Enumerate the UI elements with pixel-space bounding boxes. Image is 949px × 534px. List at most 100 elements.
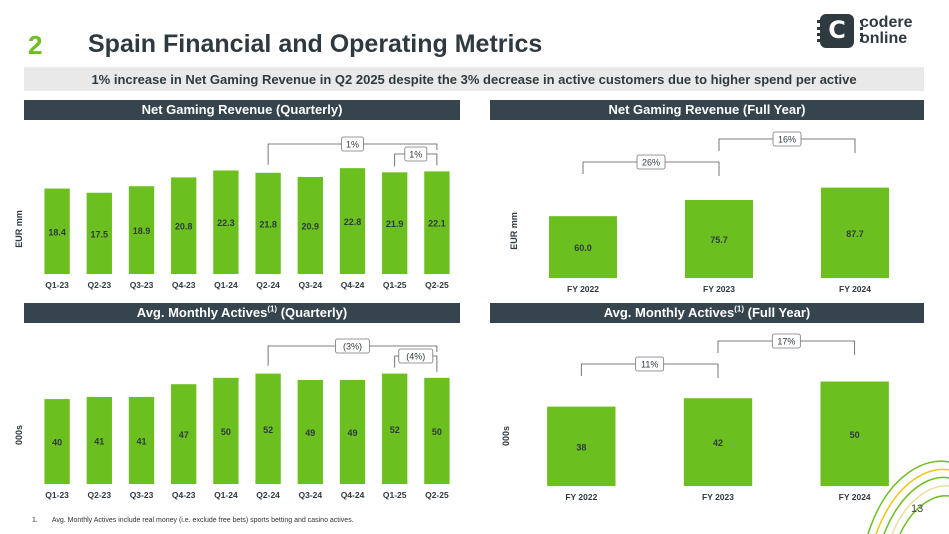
bar xyxy=(128,396,155,484)
data-label: 38 xyxy=(576,442,586,452)
chart-actives-full-year: 000s 38 FY 2022 42 FY 2023 50 FY 2024 11% 17% xyxy=(495,326,925,506)
x-tick-label: FY 2022 xyxy=(567,284,599,294)
logo-line-1: codere xyxy=(860,14,913,31)
growth-label: 1% xyxy=(346,140,359,150)
bar xyxy=(424,171,450,274)
growth-label-box xyxy=(771,333,801,349)
data-label: 52 xyxy=(263,425,273,435)
data-label: 18.4 xyxy=(48,227,66,237)
logo-letter: C xyxy=(828,16,846,44)
growth-label-box xyxy=(341,136,364,152)
x-tick-label: Q3-24 xyxy=(298,490,322,500)
bar xyxy=(44,188,70,274)
data-label: 20.8 xyxy=(175,222,193,232)
panel-title-footnote-ref: (1) xyxy=(734,304,745,314)
data-label: 22.3 xyxy=(217,218,235,228)
growth-label: 26% xyxy=(642,158,660,168)
panel-header-ngr-full-year: Net Gaming Revenue (Full Year) xyxy=(490,100,924,120)
x-tick-label: Q3-23 xyxy=(130,490,154,500)
data-label: 87.7 xyxy=(846,229,864,239)
bar xyxy=(86,396,112,484)
growth-label-box xyxy=(335,338,370,354)
bar xyxy=(297,176,323,274)
data-label: 20.9 xyxy=(302,221,320,231)
subtitle-text: 1% increase in Net Gaming Revenue in Q2 … xyxy=(91,72,857,87)
logo-wordmark: codere online xyxy=(860,15,912,47)
bar xyxy=(297,379,323,484)
x-tick-label: Q1-24 xyxy=(214,490,238,500)
panel-header-actives-full-year: Avg. Monthly Actives(1) (Full Year) xyxy=(490,303,924,323)
panel-title-footnote-ref: (1) xyxy=(267,304,278,314)
panel-title-main: Avg. Monthly Actives xyxy=(603,305,735,320)
x-tick-label: FY 2024 xyxy=(839,284,871,294)
data-label: 21.8 xyxy=(259,219,277,229)
data-label: 60.0 xyxy=(574,243,592,253)
x-tick-label: Q1-23 xyxy=(45,490,69,500)
section-number: 2 xyxy=(28,30,43,60)
bar xyxy=(382,373,408,484)
bar xyxy=(255,373,281,484)
bar xyxy=(821,187,889,278)
growth-label-box xyxy=(772,131,802,147)
data-label: 40 xyxy=(52,438,62,448)
data-label: 50 xyxy=(221,427,231,437)
panel-title-suffix: (Full Year) xyxy=(747,305,811,320)
panel-title-suffix: (Quarterly) xyxy=(280,305,348,320)
panel-header-actives-quarterly: Avg. Monthly Actives(1) (Quarterly) xyxy=(24,303,460,323)
data-label: 22.8 xyxy=(344,217,362,227)
bar xyxy=(382,172,408,274)
data-label: 49 xyxy=(305,428,315,438)
subtitle-bar: 1% increase in Net Gaming Revenue in Q2 … xyxy=(24,67,924,91)
panel-title: Net Gaming Revenue (Quarterly) xyxy=(141,102,343,117)
bar xyxy=(44,399,70,484)
bar xyxy=(171,177,197,274)
data-label: 42 xyxy=(713,438,723,448)
data-label: 41 xyxy=(136,436,146,446)
chart-ngr-full-year-svg: EUR mm 60.0 FY 2022 75.7 FY 2023 87.7 FY 2024 2… xyxy=(509,131,889,294)
bar xyxy=(547,406,616,486)
x-tick-label: Q3-24 xyxy=(298,280,322,290)
footnote-number: 1. xyxy=(32,517,38,524)
x-tick-label: Q2-24 xyxy=(256,280,280,290)
x-tick-label: Q1-24 xyxy=(214,280,238,290)
growth-label-box xyxy=(635,356,665,372)
bar xyxy=(171,384,197,484)
logo-chip-icon: C xyxy=(817,14,863,48)
x-tick-label: FY 2024 xyxy=(839,492,871,502)
data-label: 18.9 xyxy=(133,226,151,236)
growth-label: (3%) xyxy=(343,342,362,352)
data-label: 50 xyxy=(850,430,860,440)
bar xyxy=(213,377,239,484)
chart-ngr-full-year: EUR mm 60.0 FY 2022 75.7 FY 2023 87.7 FY 2024 2… xyxy=(495,124,925,300)
y-axis-label: 000s xyxy=(501,426,511,446)
bar xyxy=(128,186,155,274)
data-label: 75.7 xyxy=(710,235,728,245)
data-label: 47 xyxy=(179,430,189,440)
bar xyxy=(685,199,753,278)
page-number: 13 xyxy=(911,503,924,515)
y-axis-label: EUR mm xyxy=(14,210,24,248)
data-label: 50 xyxy=(432,427,442,437)
x-tick-label: Q4-24 xyxy=(341,280,365,290)
y-axis-label: EUR mm xyxy=(509,212,519,250)
logo-line-2: online xyxy=(860,30,908,47)
growth-label: 1% xyxy=(409,150,422,160)
x-tick-label: Q4-23 xyxy=(172,490,196,500)
growth-label-box xyxy=(636,154,666,170)
chart-actives-quarterly-svg: 000s 40 Q1-23 41 Q2-23 41 Q3-23 47 Q4-23 50 Q1-24 5… xyxy=(14,338,450,500)
data-label: 52 xyxy=(390,425,400,435)
x-tick-label: Q2-23 xyxy=(87,490,111,500)
chart-ngr-quarterly-svg: EUR mm 18.4 Q1-23 17.5 Q2-23 18.9 Q3-23 20.8 Q4-… xyxy=(14,136,450,290)
x-tick-label: Q2-23 xyxy=(87,280,111,290)
bar xyxy=(820,381,889,486)
x-tick-label: Q1-23 xyxy=(45,280,69,290)
data-label: 17.5 xyxy=(91,229,109,239)
bar xyxy=(683,398,753,486)
footnote: 1. Avg. Monthly Actives include real mone… xyxy=(32,517,368,524)
growth-label: 16% xyxy=(778,135,796,145)
bar xyxy=(549,216,617,278)
bar xyxy=(339,379,366,484)
growth-label: (4%) xyxy=(406,352,425,362)
footnote-text: Avg. Monthly Actives include real money … xyxy=(51,517,354,524)
bar xyxy=(424,377,450,484)
